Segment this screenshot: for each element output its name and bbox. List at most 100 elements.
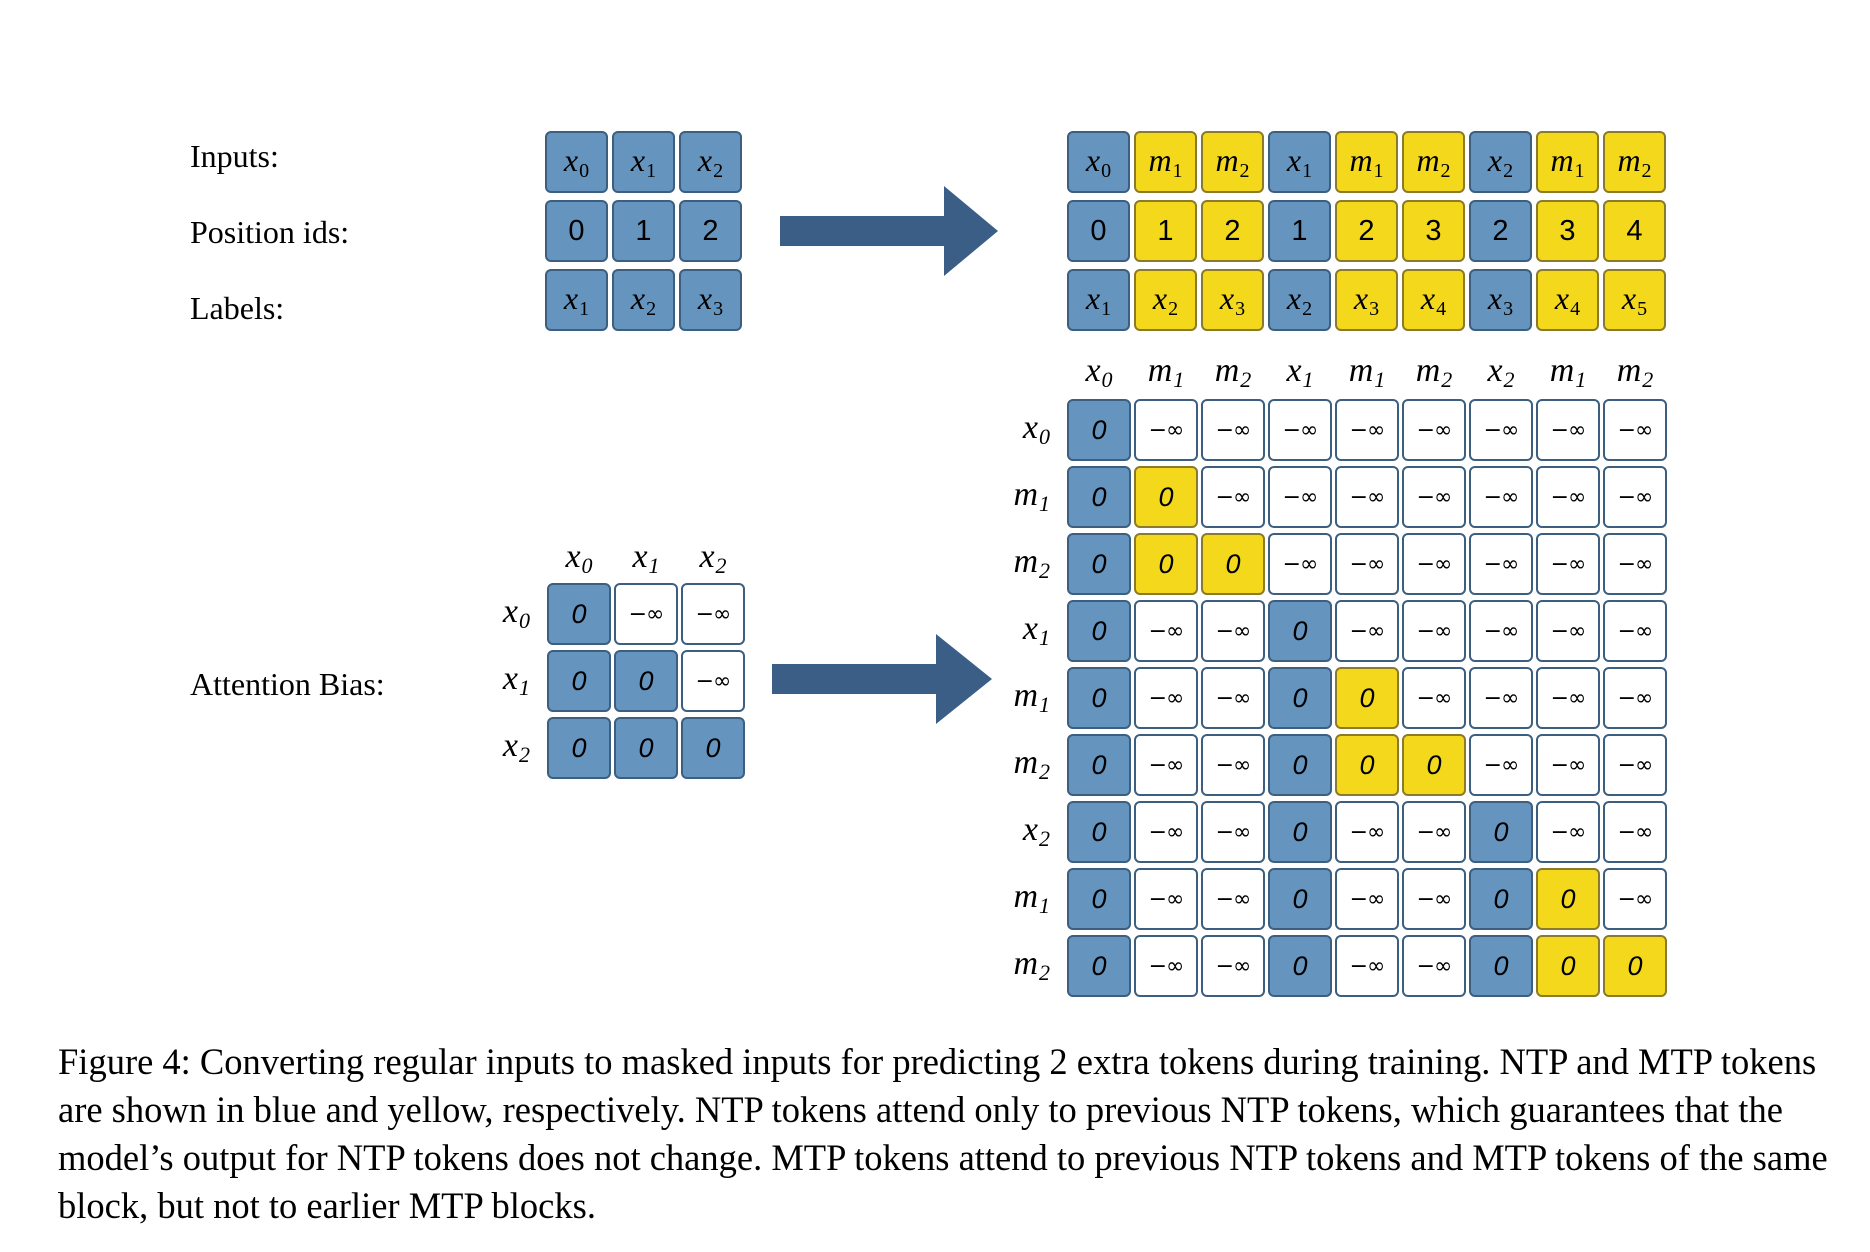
small-attention-cell: −∞ [614, 583, 678, 645]
large-labels-cell: x3 [1201, 269, 1264, 331]
large-attention-cell: −∞ [1134, 734, 1198, 796]
large-attention-cell: −∞ [1603, 600, 1667, 662]
large-attention-cell: −∞ [1603, 801, 1667, 863]
large-attention-cell: −∞ [1268, 533, 1332, 595]
large-attention-cell: −∞ [1201, 935, 1265, 997]
large-attention-cell: −∞ [1536, 533, 1600, 595]
large-attention-cell: −∞ [1603, 734, 1667, 796]
large-attention-cell: −∞ [1402, 399, 1466, 461]
large-row-header: x2 [1022, 811, 1050, 851]
large-attention-cell: −∞ [1603, 667, 1667, 729]
large-attention-cell: 0 [1134, 533, 1198, 595]
large-attention-cell: 0 [1536, 935, 1600, 997]
small-attention-cell: 0 [614, 650, 678, 712]
large-position_ids-cell: 2 [1335, 200, 1398, 262]
small-attention-cell: −∞ [681, 583, 745, 645]
large-inputs-cell: x2 [1469, 131, 1532, 193]
inputs-label: Inputs: [190, 138, 279, 174]
large-attention-cell: −∞ [1469, 533, 1533, 595]
large-labels-cell: x3 [1469, 269, 1532, 331]
large-attention-cell: −∞ [1201, 801, 1265, 863]
large-position_ids-cell: 2 [1469, 200, 1532, 262]
large-column-header: m1 [1147, 352, 1185, 392]
large-attention-cell: 0 [1469, 935, 1533, 997]
large-inputs-cell: x0 [1067, 131, 1130, 193]
large-attention-cell: 0 [1603, 935, 1667, 997]
large-attention-cell: −∞ [1469, 600, 1533, 662]
large-attention-cell: −∞ [1402, 533, 1466, 595]
small-attention-cell: 0 [547, 717, 611, 779]
small-attention-cell: 0 [614, 717, 678, 779]
small-labels-cell: x1 [545, 269, 608, 331]
large-row-header: x1 [1022, 610, 1050, 650]
large-attention-cell: 0 [1067, 399, 1131, 461]
large-labels-cell: x4 [1402, 269, 1465, 331]
figure-caption: Figure 4: Converting regular inputs to m… [58, 1041, 1828, 1226]
small-attention-cell: 0 [547, 650, 611, 712]
large-attention-cell: −∞ [1134, 600, 1198, 662]
large-attention-cell: 0 [1469, 868, 1533, 930]
large-attention-cell: 0 [1067, 667, 1131, 729]
large-attention-cell: −∞ [1536, 667, 1600, 729]
large-labels-cell: x3 [1335, 269, 1398, 331]
large-labels-cell: x2 [1268, 269, 1331, 331]
large-column-header: m1 [1348, 352, 1386, 392]
small-inputs-cell: x0 [545, 131, 608, 193]
large-attention-cell: −∞ [1335, 399, 1399, 461]
large-row-header: m1 [1013, 878, 1050, 918]
large-attention-cell: −∞ [1402, 801, 1466, 863]
large-attention-cell: 0 [1335, 734, 1399, 796]
large-attention-cell: −∞ [1469, 667, 1533, 729]
large-attention-cell: −∞ [1335, 801, 1399, 863]
large-inputs-cell: m2 [1603, 131, 1666, 193]
large-inputs-cell: m1 [1536, 131, 1599, 193]
small-attention-cell: −∞ [681, 650, 745, 712]
large-attention-cell: 0 [1067, 466, 1131, 528]
large-attention-cell: −∞ [1268, 466, 1332, 528]
large-attention-cell: 0 [1201, 533, 1265, 595]
large-attention-cell: 0 [1067, 600, 1131, 662]
large-attention-cell: −∞ [1536, 466, 1600, 528]
large-attention-cell: −∞ [1134, 801, 1198, 863]
large-attention-cell: 0 [1268, 667, 1332, 729]
large-row-header: x0 [1022, 409, 1050, 449]
large-attention-cell: −∞ [1603, 533, 1667, 595]
small-position_ids-cell: 0 [545, 200, 608, 262]
large-position_ids-cell: 3 [1402, 200, 1465, 262]
large-labels-cell: x2 [1134, 269, 1197, 331]
large-attention-cell: −∞ [1201, 734, 1265, 796]
large-attention-cell: 0 [1067, 734, 1131, 796]
large-attention-cell: −∞ [1201, 868, 1265, 930]
large-column-header: x0 [1085, 352, 1113, 392]
large-attention-cell: −∞ [1335, 533, 1399, 595]
large-attention-cell: −∞ [1335, 868, 1399, 930]
large-column-header: m1 [1549, 352, 1587, 392]
small-labels-cell: x2 [612, 269, 675, 331]
small-row-header: x1 [502, 660, 530, 700]
large-attention-cell: 0 [1067, 935, 1131, 997]
large-attention-cell: −∞ [1536, 600, 1600, 662]
large-row-header: m1 [1013, 476, 1050, 516]
large-position_ids-cell: 4 [1603, 200, 1666, 262]
large-attention-cell: −∞ [1402, 868, 1466, 930]
large-attention-cell: −∞ [1402, 935, 1466, 997]
large-attention-cell: −∞ [1536, 399, 1600, 461]
small-position_ids-cell: 2 [679, 200, 742, 262]
large-attention-cell: −∞ [1469, 466, 1533, 528]
small-row-header: x0 [502, 593, 530, 633]
labels-label: Labels: [190, 290, 285, 326]
large-attention-cell: 0 [1067, 868, 1131, 930]
large-attention-cell: −∞ [1201, 399, 1265, 461]
large-inputs-cell: m2 [1201, 131, 1264, 193]
large-row-header: m2 [1013, 744, 1050, 784]
large-row-header: m2 [1013, 945, 1050, 985]
top-arrow-icon [780, 186, 998, 276]
large-attention-cell: −∞ [1603, 868, 1667, 930]
large-position_ids-cell: 3 [1536, 200, 1599, 262]
large-row-header: m2 [1013, 543, 1050, 583]
large-attention-cell: −∞ [1536, 734, 1600, 796]
large-attention-cell: 0 [1067, 533, 1131, 595]
large-attention-cell: 0 [1268, 801, 1332, 863]
large-attention-cell: −∞ [1603, 466, 1667, 528]
large-column-header: x1 [1286, 352, 1314, 392]
